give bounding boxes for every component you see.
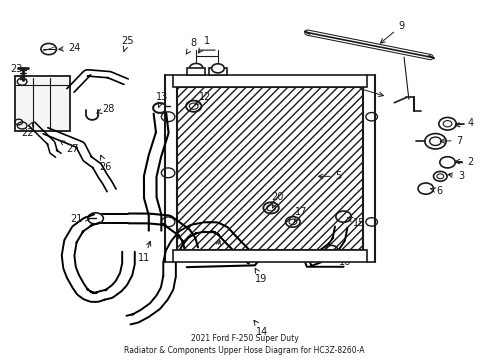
Circle shape [211, 64, 224, 73]
Text: 26: 26 [99, 155, 111, 172]
Text: 19: 19 [255, 268, 267, 284]
Text: 25: 25 [121, 36, 134, 51]
Text: 10: 10 [342, 80, 383, 96]
Text: 11: 11 [138, 241, 150, 263]
Bar [187, 68, 204, 75]
Text: 2021 Ford F-250 Super Duty
Radiator & Components Upper Hose Diagram for HC3Z-826: 2021 Ford F-250 Super Duty Radiator & Co… [124, 334, 364, 355]
Text: 7: 7 [439, 136, 462, 145]
Text: 28: 28 [97, 104, 114, 114]
Text: 18: 18 [208, 240, 220, 260]
Bar [209, 68, 226, 75]
Text: 27: 27 [60, 141, 79, 154]
Circle shape [41, 44, 56, 55]
Text: 22: 22 [21, 122, 34, 138]
Text: 24: 24 [59, 42, 81, 53]
Bar [173, 250, 366, 262]
Text: 23: 23 [10, 64, 23, 79]
Text: 12: 12 [195, 92, 211, 105]
Text: 3: 3 [447, 171, 463, 181]
Text: 8: 8 [186, 38, 196, 54]
Circle shape [189, 63, 203, 73]
Bar [15, 76, 70, 131]
Bar [173, 75, 366, 87]
Text: 16: 16 [333, 251, 350, 266]
Text: 15: 15 [347, 217, 365, 228]
Text: 20: 20 [271, 192, 283, 208]
Text: 6: 6 [430, 186, 442, 197]
Text: 21: 21 [70, 215, 90, 225]
Text: 13: 13 [156, 92, 168, 107]
Text: 1: 1 [198, 36, 209, 53]
Circle shape [88, 213, 103, 224]
Text: 5: 5 [318, 171, 341, 181]
Text: 2: 2 [454, 157, 473, 167]
Text: 14: 14 [254, 320, 268, 337]
Text: 4: 4 [454, 118, 473, 128]
Text: 9: 9 [380, 21, 404, 43]
Bar [177, 87, 362, 250]
Text: 17: 17 [293, 207, 307, 222]
